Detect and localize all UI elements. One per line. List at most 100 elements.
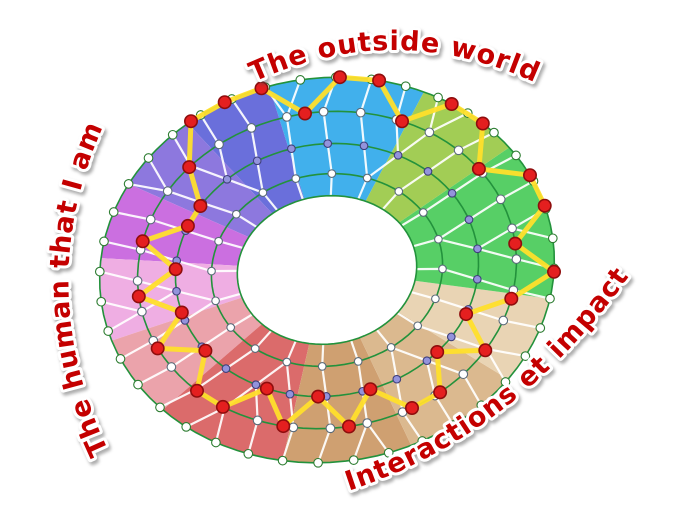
node-ring-A	[547, 233, 558, 244]
node-ring-B	[214, 139, 224, 150]
node-ring-D	[327, 169, 337, 178]
node-ring-C	[472, 274, 482, 284]
node-ring-B	[507, 223, 517, 234]
node-ring-A	[94, 266, 105, 277]
node-ring-C	[251, 380, 261, 390]
node-ring-B	[318, 106, 329, 117]
node-ring-D	[431, 294, 440, 304]
node-ring-B	[166, 362, 177, 372]
highlight-node	[471, 161, 486, 176]
node-ring-A	[448, 420, 459, 430]
node-ring-C	[323, 139, 333, 148]
node-ring-A	[433, 92, 443, 103]
ring-line-H	[236, 194, 418, 346]
node-ring-C	[423, 167, 433, 176]
node-ring-A	[313, 457, 323, 468]
highlight-node	[190, 383, 205, 398]
node-ring-D	[211, 296, 220, 306]
highlight-node	[504, 291, 519, 306]
node-ring-A	[489, 127, 499, 138]
node-ring-A	[348, 455, 359, 465]
sector-red	[162, 324, 310, 461]
center-hole	[237, 195, 417, 345]
node-ring-B	[246, 123, 257, 133]
node-ring-A	[383, 447, 394, 458]
highlight-node	[394, 114, 409, 129]
node-ring-A	[417, 436, 428, 446]
highlight-node	[430, 344, 445, 359]
highlight-node	[363, 382, 378, 397]
node-ring-D	[353, 357, 363, 366]
node-ring-C	[359, 141, 369, 151]
node-ring-B	[362, 418, 373, 428]
node-ring-D	[362, 173, 372, 183]
node-ring-D	[438, 264, 447, 274]
node-ring-D	[317, 362, 327, 371]
highlight-node	[404, 400, 419, 415]
node-ring-B	[281, 112, 292, 122]
node-ring-A	[181, 422, 192, 432]
node-ring-B	[495, 194, 506, 205]
node-ring-A	[476, 400, 487, 411]
node-ring-B	[453, 145, 464, 156]
node-ring-A	[155, 402, 165, 413]
node-ring-C	[222, 174, 232, 184]
highlight-node	[168, 262, 183, 277]
node-ring-B	[424, 127, 435, 138]
highlight-node	[522, 168, 537, 183]
node-ring-B	[145, 214, 156, 225]
node-ring-A	[500, 377, 511, 387]
node-ring-C	[285, 389, 295, 399]
node-ring-A	[96, 296, 107, 307]
node-ring-D	[258, 188, 268, 197]
node-ring-B	[498, 315, 509, 326]
node-ring-C	[392, 374, 402, 384]
node-ring-D	[394, 187, 404, 196]
node-ring-A	[511, 150, 521, 161]
highlight-node	[198, 343, 213, 358]
sector-blue-violet	[187, 86, 305, 214]
node-ring-C	[393, 150, 403, 160]
highlight-node	[180, 218, 195, 233]
highlight-node	[478, 343, 493, 358]
highlight-node	[217, 95, 232, 110]
sector-rose	[111, 297, 262, 410]
node-ring-D	[207, 266, 216, 276]
node-ring-B	[458, 369, 469, 380]
node-ring-A	[143, 153, 154, 163]
wheel-layers	[94, 70, 561, 468]
node-ring-C	[172, 286, 181, 296]
node-ring-A	[211, 437, 221, 448]
highlight-node	[150, 341, 165, 356]
node-ring-B	[132, 276, 143, 286]
highlight-node	[259, 381, 274, 396]
node-ring-D	[413, 321, 423, 331]
node-ring-B	[137, 306, 147, 317]
node-ring-B	[162, 186, 173, 196]
highlight-node	[215, 399, 230, 414]
highlight-node	[537, 198, 552, 213]
highlight-node	[372, 73, 387, 88]
highlight-node	[444, 97, 459, 112]
node-ring-C	[422, 356, 432, 366]
label-outside-world-text: The outside world	[242, 23, 547, 92]
ring-line-D	[210, 172, 444, 368]
node-ring-B	[511, 254, 522, 264]
node-ring-A	[123, 179, 134, 189]
node-ring-A	[295, 75, 306, 85]
highlight-node	[459, 307, 474, 322]
node-ring-A	[99, 236, 109, 247]
node-ring-B	[288, 422, 299, 433]
highlight-node	[297, 106, 312, 121]
highlight-node	[546, 264, 561, 279]
node-ring-B	[325, 423, 336, 434]
node-ring-D	[291, 174, 301, 183]
node-ring-A	[277, 455, 288, 466]
highlight-node	[475, 116, 490, 131]
node-ring-A	[115, 354, 126, 364]
highlight-node	[174, 305, 189, 320]
highlight-node	[311, 389, 326, 404]
node-ring-C	[287, 144, 296, 154]
